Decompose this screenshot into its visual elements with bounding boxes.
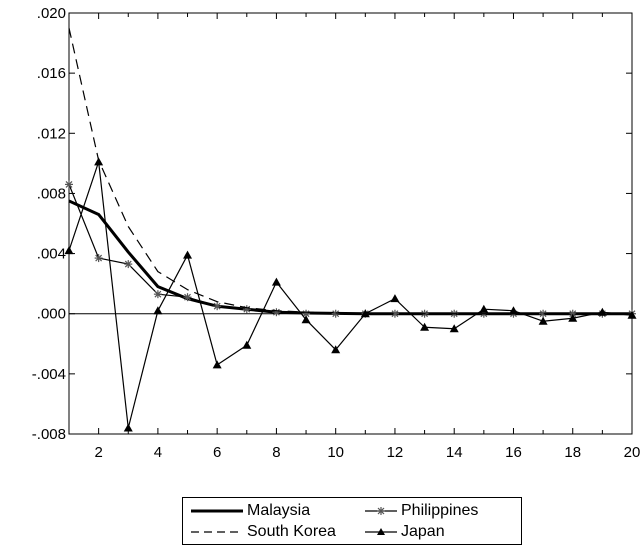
y-tick-label: .008	[37, 185, 66, 202]
x-tick-label: 2	[94, 444, 102, 461]
point-japan	[508, 306, 518, 315]
legend-swatch-asterisk	[365, 507, 397, 515]
x-tick-label: 14	[446, 444, 463, 461]
point-japan	[360, 309, 370, 318]
y-tick-label: .012	[37, 125, 66, 142]
plot-frame	[68, 12, 633, 435]
series-line-south-korea	[68, 27, 632, 315]
point-philippines	[94, 254, 103, 263]
point-philippines	[539, 309, 548, 318]
axes: -.008 -.004 .000 .004 .008 .012 .016 .020 2 4 6 8 10…	[32, 5, 641, 461]
x-tick-label: 18	[564, 444, 581, 461]
point-japan	[94, 157, 104, 166]
legend-label-malaysia: Malaysia	[247, 502, 311, 519]
point-philippines	[153, 290, 162, 299]
point-japan	[390, 294, 400, 303]
legend-item-japan: Japan	[363, 521, 445, 543]
point-philippines	[183, 293, 192, 302]
point-philippines	[124, 260, 133, 269]
x-tick-label: 4	[154, 444, 162, 461]
point-japan	[212, 360, 222, 369]
point-philippines	[213, 302, 222, 311]
legend-item-south-korea: South Korea	[189, 521, 336, 543]
point-japan	[64, 246, 74, 255]
impulse-response-chart: -.008 -.004 .000 .004 .008 .012 .016 .020 2 4 6 8 10…	[32, 5, 641, 461]
y-tick-label: -.008	[32, 426, 66, 443]
point-philippines	[65, 180, 73, 189]
point-japan	[538, 316, 548, 325]
point-japan	[183, 250, 193, 259]
point-japan	[479, 304, 489, 313]
x-tick-label: 12	[387, 444, 404, 461]
series-layer	[64, 27, 637, 432]
y-tick-label: .000	[37, 306, 66, 323]
series-line-philippines	[68, 184, 632, 315]
point-japan	[242, 340, 252, 349]
y-tick-label: -.004	[32, 366, 66, 383]
legend: Malaysia Philippines South Korea Japan	[182, 497, 522, 545]
x-tick-label: 10	[327, 444, 344, 461]
point-japan	[627, 310, 637, 319]
y-tick-label: .020	[37, 5, 66, 22]
point-japan	[568, 313, 578, 322]
legend-label-philippines: Philippines	[401, 502, 479, 519]
point-japan	[301, 315, 311, 324]
point-japan	[449, 324, 459, 333]
legend-label-south-korea: South Korea	[247, 523, 336, 540]
point-japan	[123, 423, 133, 432]
point-philippines	[242, 305, 251, 314]
y-tick-label: .004	[37, 246, 66, 263]
y-tick-label: .016	[37, 65, 66, 82]
point-philippines	[390, 309, 399, 318]
legend-swatch-triangle	[365, 528, 397, 535]
point-philippines	[331, 309, 340, 318]
series-line-japan	[68, 161, 633, 429]
point-japan	[153, 306, 163, 315]
point-japan	[597, 307, 607, 316]
legend-swatch-dashed	[191, 531, 243, 533]
legend-item-malaysia: Malaysia	[189, 500, 310, 522]
point-japan	[271, 277, 281, 286]
series-line-malaysia	[68, 199, 632, 316]
point-japan	[420, 322, 430, 331]
point-japan	[331, 345, 341, 354]
x-tick-label: 8	[272, 444, 280, 461]
x-tick-label: 6	[213, 444, 221, 461]
x-tick-label: 20	[624, 444, 641, 461]
point-philippines	[272, 308, 281, 317]
legend-label-japan: Japan	[401, 523, 445, 540]
legend-swatch-solid	[191, 509, 243, 513]
legend-item-philippines: Philippines	[363, 500, 478, 522]
x-tick-label: 16	[505, 444, 522, 461]
